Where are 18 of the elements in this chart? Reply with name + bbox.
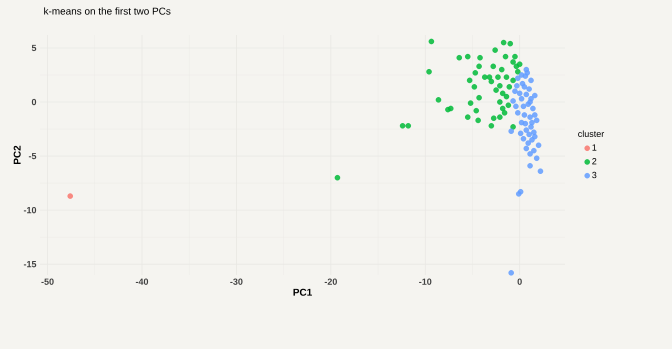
x-tick-label: -50 xyxy=(41,278,54,285)
x-tick-label: -10 xyxy=(419,278,432,285)
legend-label: 3 xyxy=(592,172,596,178)
y-tick-label: 0 xyxy=(32,98,36,106)
y-tick-label: 5 xyxy=(32,44,36,52)
y-tick-label: -15 xyxy=(24,261,36,268)
y-tick-label: -5 xyxy=(28,152,36,160)
x-tick-label: -30 xyxy=(230,278,243,285)
legend-label: 1 xyxy=(592,144,596,151)
y-axis-title: PC2 xyxy=(14,146,21,164)
x-tick-label: -40 xyxy=(136,278,148,285)
legend-label: 2 xyxy=(592,158,596,164)
chart-title: k-means on the first two PCs xyxy=(44,7,170,15)
x-tick-label: -20 xyxy=(324,278,337,285)
y-tick-label: -10 xyxy=(24,206,36,214)
x-tick-label: 0 xyxy=(518,278,522,285)
x-axis-title: PC1 xyxy=(293,288,312,296)
legend-title: cluster xyxy=(578,130,604,138)
